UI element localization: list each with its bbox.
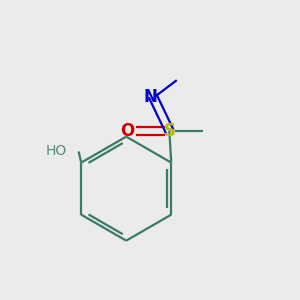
Text: S: S — [163, 122, 175, 140]
Text: N: N — [144, 88, 158, 106]
Text: O: O — [120, 122, 134, 140]
Text: HO: HO — [46, 145, 67, 158]
